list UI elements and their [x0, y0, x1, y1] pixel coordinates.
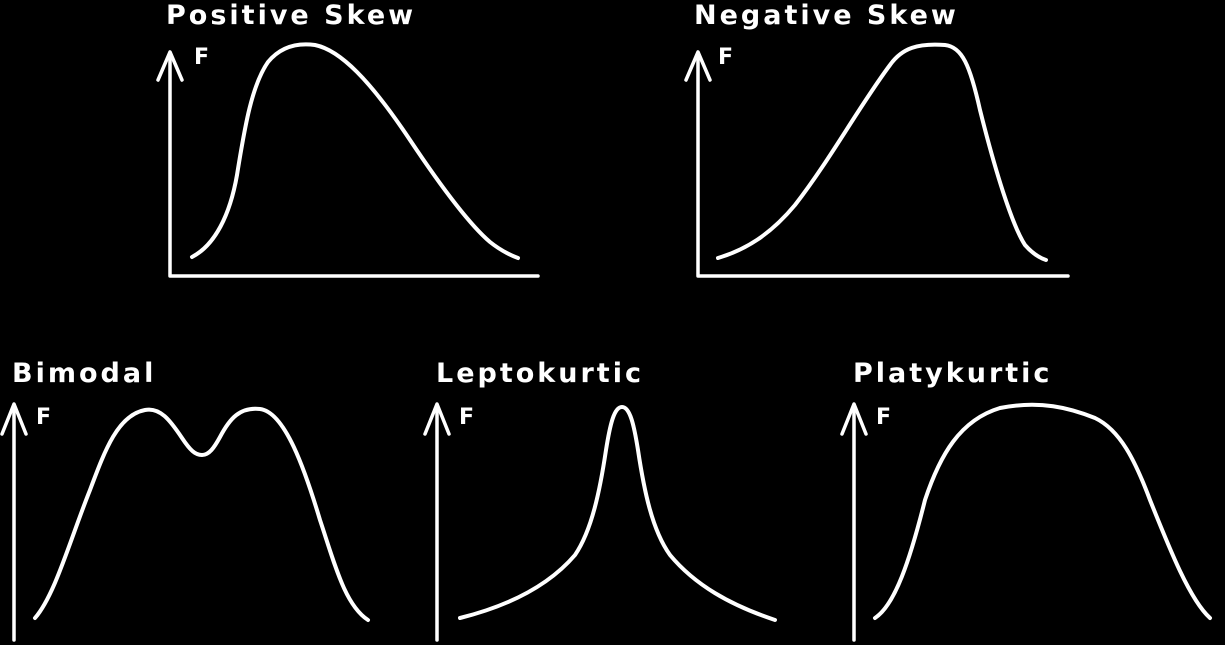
- panel-title: Positive Skew: [166, 0, 416, 31]
- panel-leptokurtic: Leptokurtic F: [423, 358, 777, 642]
- panel-title: Leptokurtic: [436, 358, 644, 389]
- y-axis-arrow-icon: [840, 402, 868, 436]
- panel-positive-skew: Positive Skew F: [156, 0, 540, 278]
- panel-negative-skew: Negative Skew F: [684, 0, 1070, 278]
- axis-label-f: F: [718, 45, 733, 70]
- distribution-curve: [716, 42, 1048, 262]
- distribution-curve: [458, 405, 777, 622]
- y-axis-arrow-icon: [423, 402, 451, 436]
- panel-title: Bimodal: [12, 358, 156, 389]
- y-axis-arrow-icon: [684, 50, 712, 82]
- panel-platykurtic: Platykurtic F: [840, 358, 1212, 642]
- y-axis-arrow-icon: [156, 50, 184, 82]
- y-axis-arrow-icon: [0, 402, 28, 436]
- axes: [696, 56, 1070, 278]
- distribution-curve: [190, 42, 520, 260]
- panel-title: Platykurtic: [853, 358, 1052, 389]
- panel-title: Negative Skew: [694, 0, 959, 31]
- axes: [168, 56, 540, 278]
- axis-label-f: F: [36, 405, 51, 430]
- axis-label-f: F: [194, 45, 209, 70]
- distribution-curve: [873, 402, 1212, 620]
- axis-label-f: F: [876, 405, 891, 430]
- distribution-curve: [33, 406, 370, 622]
- panel-bimodal: Bimodal F: [0, 358, 370, 642]
- axis-label-f: F: [459, 405, 474, 430]
